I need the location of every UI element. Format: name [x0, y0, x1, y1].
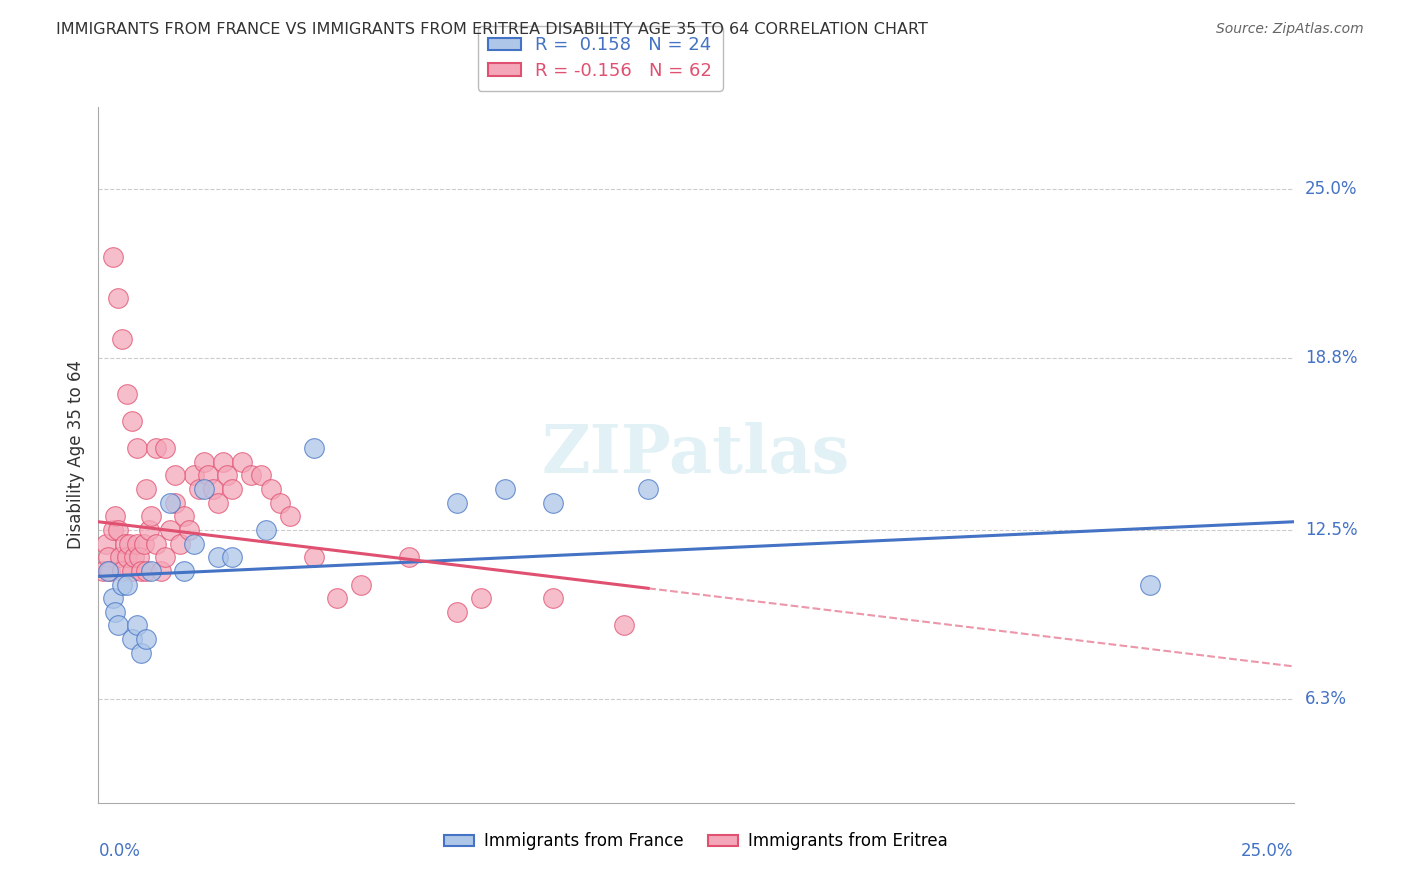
Point [139, 564, 162, 578]
Text: 6.3%: 6.3% [1305, 690, 1347, 708]
Text: 12.5%: 12.5% [1305, 521, 1357, 539]
Point [302, 441, 325, 455]
Point [98, 564, 122, 578]
Point [128, 550, 150, 565]
Text: ZIPatlas: ZIPatlas [541, 423, 851, 487]
Point [259, 482, 281, 496]
Point [350, 577, 373, 591]
Point [231, 455, 253, 469]
Point [163, 468, 186, 483]
Y-axis label: Disability Age 35 to 64: Disability Age 35 to 64 [66, 360, 84, 549]
Point [541, 496, 564, 510]
Point [135, 564, 157, 578]
Point [125, 536, 148, 550]
Text: Source: ZipAtlas.com: Source: ZipAtlas.com [1216, 22, 1364, 37]
Point [97, 564, 120, 578]
Point [101, 250, 124, 264]
Point [193, 482, 215, 496]
Point [302, 550, 325, 565]
Point [169, 536, 191, 550]
Point [111, 564, 134, 578]
Point [115, 386, 138, 401]
Point [101, 591, 124, 606]
Point [173, 564, 195, 578]
Text: 25.0%: 25.0% [1241, 842, 1294, 860]
Point [183, 468, 205, 483]
Point [104, 509, 127, 524]
Point [97, 550, 120, 565]
Point [240, 468, 263, 483]
Point [149, 564, 172, 578]
Point [145, 536, 167, 550]
Point [124, 550, 146, 565]
Point [135, 482, 157, 496]
Point [278, 509, 301, 524]
Point [114, 536, 136, 550]
Text: IMMIGRANTS FROM FRANCE VS IMMIGRANTS FROM ERITREA DISABILITY AGE 35 TO 64 CORREL: IMMIGRANTS FROM FRANCE VS IMMIGRANTS FRO… [56, 22, 928, 37]
Point [269, 496, 291, 510]
Point [104, 605, 127, 619]
Point [115, 550, 138, 565]
Point [202, 482, 225, 496]
Point [125, 441, 148, 455]
Point [637, 482, 659, 496]
Point [111, 577, 134, 591]
Point [183, 536, 205, 550]
Point [163, 496, 186, 510]
Point [173, 509, 195, 524]
Point [217, 468, 239, 483]
Text: 18.8%: 18.8% [1305, 349, 1357, 368]
Point [138, 523, 160, 537]
Point [101, 523, 124, 537]
Point [326, 591, 349, 606]
Point [211, 455, 233, 469]
Point [131, 564, 153, 578]
Point [94, 536, 117, 550]
Point [121, 632, 143, 646]
Point [221, 550, 243, 565]
Point [107, 618, 129, 632]
Point [470, 591, 492, 606]
Point [115, 577, 138, 591]
Point [121, 564, 143, 578]
Point [111, 332, 134, 346]
Point [446, 496, 468, 510]
Point [107, 291, 129, 305]
Point [121, 414, 143, 428]
Point [541, 591, 564, 606]
Point [125, 618, 148, 632]
Point [1139, 577, 1161, 591]
Point [145, 441, 167, 455]
Point [179, 523, 201, 537]
Point [207, 496, 229, 510]
Point [197, 468, 219, 483]
Point [155, 550, 177, 565]
Point [135, 632, 157, 646]
Point [131, 646, 153, 660]
Point [207, 550, 229, 565]
Text: 25.0%: 25.0% [1305, 180, 1357, 198]
Point [613, 618, 636, 632]
Text: 0.0%: 0.0% [98, 842, 141, 860]
Point [254, 523, 277, 537]
Point [139, 509, 162, 524]
Point [118, 536, 141, 550]
Point [398, 550, 420, 565]
Point [187, 482, 209, 496]
Point [159, 496, 181, 510]
Point [221, 482, 243, 496]
Legend: Immigrants from France, Immigrants from Eritrea: Immigrants from France, Immigrants from … [437, 826, 955, 857]
Point [193, 455, 215, 469]
Point [132, 536, 155, 550]
Point [250, 468, 273, 483]
Point [494, 482, 516, 496]
Point [155, 441, 177, 455]
Point [91, 564, 114, 578]
Point [446, 605, 468, 619]
Point [107, 523, 129, 537]
Point [108, 550, 131, 565]
Point [159, 523, 181, 537]
